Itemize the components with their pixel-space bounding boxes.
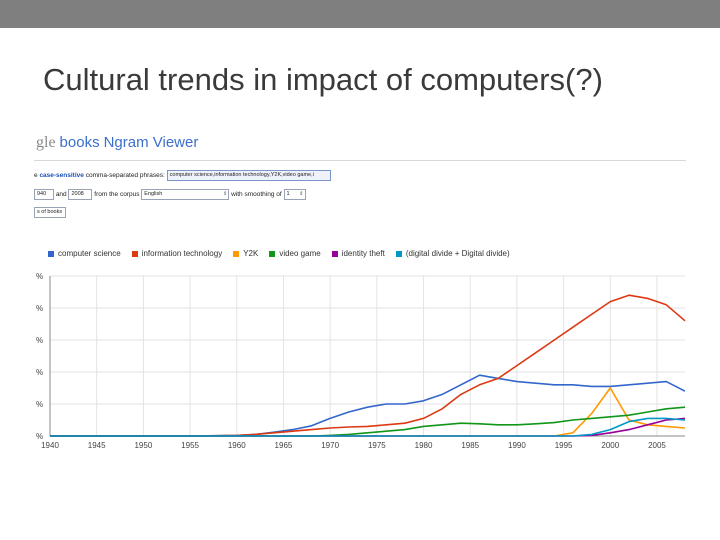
header-divider [34,160,686,161]
legend-label: Y2K [243,249,259,258]
phrases-input[interactable]: computer science,information technology,… [166,170,331,181]
phrases-row: e case-sensitive comma-separated phrases… [34,170,331,181]
legend-label: video game [279,249,321,258]
x-tick-label: 1980 [415,441,433,450]
search-lots-of-books-button[interactable]: s of books [34,207,66,218]
x-tick-label: 1970 [321,441,339,450]
year-range-row: 940 and 2008 from the corpus English ⇕ w… [34,189,306,200]
dropdown-arrows-icon: ⇕ [299,191,304,197]
legend-label: computer science [58,249,121,258]
x-tick-label: 1940 [41,441,59,450]
x-axis-tick-labels: 1940 1945 1950 1955 1960 1965 1970 1975 1980 1985… [41,441,666,450]
x-tick-label: 1950 [134,441,152,450]
y-tick-label: % [36,432,43,441]
x-tick-label: 1985 [461,441,479,450]
between-label: and [55,191,67,199]
smoothing-select[interactable]: 1 ⇕ [283,189,306,200]
legend-label: identity theft [341,249,385,258]
ngram-line-chart: 1940 1945 1950 1955 1960 1965 1970 1975 1980 1985… [36,272,686,450]
chart-grid [49,275,685,437]
legend-swatch [269,250,276,257]
legend-swatch [131,250,138,257]
x-tick-label: 1995 [555,441,573,450]
legend-item: Y2K [233,249,258,258]
legend-item: identity theft [331,249,385,258]
legend-item: computer science [48,249,121,258]
year-to-input[interactable]: 2008 [68,189,93,200]
x-tick-label: 1990 [508,441,526,450]
x-tick-label: 2005 [648,441,666,450]
smoothing-value: 1 [286,191,290,197]
smoothing-label: with smoothing of [231,191,282,199]
slide-title: Cultural trends in impact of computers(?… [43,62,603,97]
y-tick-label: % [36,336,43,345]
row1-prefix: e [34,172,38,180]
corpus-label: from the corpus [94,191,140,199]
case-sensitive-link[interactable]: case-sensitive [39,172,84,180]
dropdown-arrows-icon: ⇕ [223,191,228,197]
legend-swatch [331,250,338,257]
legend-item: (digital divide + Digital divide) [395,249,510,258]
chart-axes [49,276,685,437]
year-from-input[interactable]: 940 [34,189,54,200]
chart-legend: computer science information technology Y2… [48,249,521,259]
corpus-value: English [144,191,163,197]
y-tick-label: % [36,368,43,377]
x-tick-label: 1965 [275,441,293,450]
y-tick-label: % [36,400,43,409]
x-tick-label: 2000 [601,441,619,450]
ngram-logo: gle books Ngram Viewer [36,134,198,152]
x-tick-label: 1960 [228,441,246,450]
legend-label: information technology [141,249,223,258]
x-tick-label: 1975 [368,441,386,450]
x-tick-label: 1945 [88,441,106,450]
google-logo-fragment: gle [36,134,56,151]
legend-label: (digital divide + Digital divide) [405,249,510,258]
series-line [50,417,686,437]
series-line [50,387,686,437]
corpus-select[interactable]: English ⇕ [141,189,230,200]
legend-swatch [48,250,54,257]
y-tick-label: % [36,272,43,281]
chart-series [50,294,686,437]
legend-item: information technology [131,249,223,258]
legend-item: video game [269,249,321,258]
books-label: books [59,134,100,151]
legend-swatch [233,250,240,257]
search-row: s of books [34,207,66,218]
y-tick-label: % [36,304,43,313]
ngram-viewer-screenshot: gle books Ngram Viewer e case-sensitive … [34,132,686,458]
phrases-label: comma-separated phrases: [85,172,165,180]
series-line [50,406,686,437]
app-name: Ngram Viewer [103,134,199,151]
x-tick-label: 1955 [181,441,199,450]
series-line [50,294,686,437]
y-axis-tick-labels: %%%%%% [36,272,43,441]
legend-swatch [395,250,402,257]
slide-top-bar [0,0,720,28]
